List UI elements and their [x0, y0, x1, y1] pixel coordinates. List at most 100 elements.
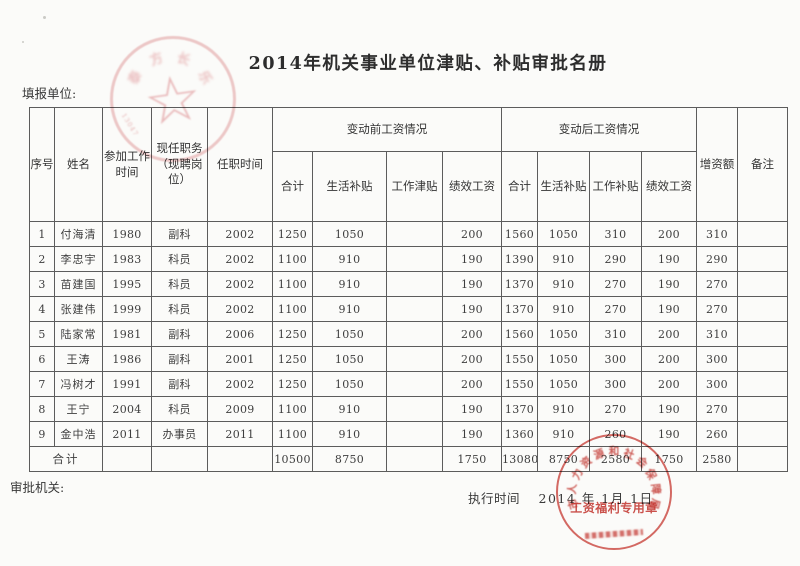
cell: 270 [589, 271, 642, 297]
cell: 2001 [207, 346, 273, 372]
scan-speck [43, 16, 46, 19]
stamp-bottom-band [584, 528, 644, 540]
cell: 1750 [641, 446, 697, 472]
cell: 2011 [102, 421, 152, 447]
cell [737, 321, 788, 347]
approval-org-label: 审批机关: [10, 480, 65, 495]
cell: 1100 [272, 271, 313, 297]
cell [386, 321, 443, 347]
cell: 260 [589, 421, 642, 447]
cell: 1050 [312, 321, 387, 347]
cell: 副科 [151, 321, 208, 347]
cell: 1050 [537, 346, 590, 372]
cell: 300 [589, 346, 642, 372]
cell: 1 [29, 221, 55, 247]
cell: 910 [312, 246, 387, 272]
cell [737, 421, 788, 447]
cell: 1050 [537, 221, 590, 247]
cell: 苗建国 [54, 271, 103, 297]
cell: 190 [641, 296, 697, 322]
cell [386, 396, 443, 422]
cell [737, 296, 788, 322]
cell: 200 [641, 371, 697, 397]
cell [386, 446, 443, 472]
cell: 1050 [312, 346, 387, 372]
cell [737, 246, 788, 272]
cell: 2011 [207, 421, 273, 447]
col-header-increase: 增资额 [696, 107, 738, 222]
cell: 李忠宇 [54, 246, 103, 272]
cell: 190 [442, 421, 502, 447]
cell: 5 [29, 321, 55, 347]
col-header-after-total: 合计 [501, 151, 538, 222]
col-header-before-perf: 绩效工资 [442, 151, 502, 222]
cell: 270 [589, 296, 642, 322]
table-row: 3 苗建国 1995 科员 2002 1100 910 190 1370 910 270 190 270 [29, 271, 788, 297]
cell: 910 [312, 421, 387, 447]
cell: 1995 [102, 271, 152, 297]
cell [386, 346, 443, 372]
cell: 2 [29, 246, 55, 272]
cell [386, 271, 443, 297]
col-header-position: 现任职务（现聘岗位） [151, 107, 208, 222]
cell: 310 [696, 321, 738, 347]
cell: 2006 [207, 321, 273, 347]
cell: 9 [29, 421, 55, 447]
cell [737, 221, 788, 247]
cell: 8750 [537, 446, 590, 472]
cell [102, 446, 152, 472]
total-row: 合计 10500 8750 1750 13080 8750 2580 1750 2580 [29, 446, 788, 472]
table-row: 9 金中浩 2011 办事员 2011 1100 910 190 1360 910 260 190 26… [29, 421, 788, 447]
cell: 1750 [442, 446, 502, 472]
execution-time-value: 2014 年 1月 1日 [538, 491, 654, 506]
cell [737, 371, 788, 397]
cell: 310 [696, 221, 738, 247]
header-group-row: 序号 姓名 参加工作时间 现任职务（现聘岗位） 任职时间 变动前工资情况 变动后… [29, 107, 788, 222]
cell: 910 [312, 396, 387, 422]
cell: 办事员 [151, 421, 208, 447]
cell: 200 [442, 346, 502, 372]
cell: 190 [442, 296, 502, 322]
cell: 8 [29, 396, 55, 422]
cell: 13080 [501, 446, 538, 472]
cell: 1050 [537, 321, 590, 347]
cell: 310 [589, 321, 642, 347]
cell: 2002 [207, 271, 273, 297]
cell: 1250 [272, 321, 313, 347]
cell: 1370 [501, 396, 538, 422]
cell: 270 [696, 396, 738, 422]
cell: 910 [312, 296, 387, 322]
cell: 2580 [696, 446, 738, 472]
cell: 200 [641, 321, 697, 347]
table-row: 2 李忠宇 1983 科员 2002 1100 910 190 1390 910 290 190 290 [29, 246, 788, 272]
cell: 270 [589, 396, 642, 422]
cell: 270 [696, 271, 738, 297]
filler-unit-label: 填报单位: [22, 86, 77, 101]
cell: 副科 [151, 346, 208, 372]
cell: 8750 [312, 446, 387, 472]
cell [386, 371, 443, 397]
cell [207, 446, 273, 472]
cell: 1370 [501, 271, 538, 297]
cell: 王宁 [54, 396, 103, 422]
cell: 1100 [272, 246, 313, 272]
cell: 2002 [207, 371, 273, 397]
cell: 1550 [501, 346, 538, 372]
execution-time: 执行时间 2014 年 1月 1日 [468, 488, 654, 507]
cell: 2002 [207, 221, 273, 247]
cell: 1250 [272, 346, 313, 372]
cell: 陆家常 [54, 321, 103, 347]
cell [737, 271, 788, 297]
page-title: 2014年机关事业单位津贴、补贴审批名册 [248, 54, 608, 74]
execution-time-label: 执行时间 [468, 491, 521, 506]
cell [386, 221, 443, 247]
cell [737, 446, 788, 472]
col-header-before-living: 生活补贴 [312, 151, 387, 222]
col-group-after: 变动后工资情况 [501, 107, 697, 152]
cell: 910 [537, 296, 590, 322]
cell: 2009 [207, 396, 273, 422]
cell: 冯树才 [54, 371, 103, 397]
cell: 1100 [272, 296, 313, 322]
cell: 1050 [537, 371, 590, 397]
